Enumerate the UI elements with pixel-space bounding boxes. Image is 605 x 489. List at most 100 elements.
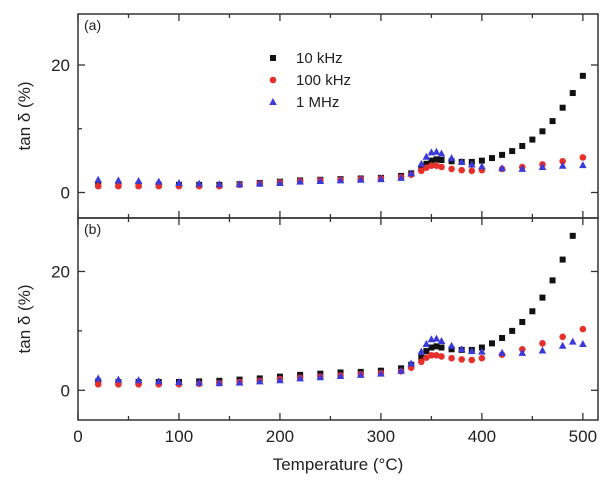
data-point (407, 359, 416, 367)
data-point (488, 340, 495, 347)
data-point (407, 169, 416, 177)
data-point (558, 341, 567, 349)
data-point (559, 256, 566, 263)
x-tick-label: 200 (266, 427, 294, 446)
data-point (478, 344, 485, 351)
data-point (518, 348, 527, 356)
data-point (569, 232, 576, 239)
panel-label: (b) (84, 221, 101, 237)
legend-marker (269, 98, 277, 105)
data-point (114, 176, 123, 184)
data-point (468, 356, 476, 364)
data-point (255, 377, 264, 385)
data-point (316, 373, 325, 381)
data-point (432, 147, 441, 155)
data-point (448, 346, 455, 353)
data-point (478, 162, 486, 170)
data-point (499, 335, 506, 342)
panel-b: 0 20 (b) tan δ (%) (15, 217, 599, 421)
data-point (438, 344, 445, 351)
x-tick-label: 100 (165, 427, 193, 446)
data-point (235, 180, 244, 188)
series-100-khz (94, 154, 587, 190)
data-point (433, 351, 440, 359)
series-10-khz (95, 232, 576, 385)
data-point (478, 157, 485, 164)
x-axis: 0 100 200 300 400 500 Temperature (°C) (73, 427, 597, 474)
data-point (417, 347, 426, 355)
data-point (549, 118, 556, 125)
data-point (94, 381, 102, 388)
data-point (433, 162, 440, 170)
x-tick-label: 0 (73, 427, 82, 446)
data-point (316, 177, 325, 185)
data-point (423, 354, 430, 361)
data-point (519, 318, 526, 325)
data-point (433, 156, 440, 163)
data-point (423, 160, 430, 167)
data-point (356, 370, 365, 378)
data-point (418, 167, 425, 175)
data-point (336, 176, 345, 184)
data-point (558, 161, 567, 169)
data-point (428, 351, 435, 359)
legend-label: 1 MHz (296, 94, 339, 111)
data-point (417, 159, 426, 167)
series-1-mhz (94, 147, 587, 188)
data-point (437, 336, 446, 344)
data-point (519, 142, 526, 149)
y-axis-title: tan δ (%) (15, 82, 34, 151)
series-1-mhz (94, 334, 587, 387)
data-point (94, 182, 102, 190)
data-point (559, 157, 566, 165)
y-axis-title: tan δ (%) (15, 285, 34, 354)
data-point (336, 372, 345, 380)
data-point (135, 182, 142, 190)
data-point (579, 325, 587, 333)
data-point (467, 160, 476, 168)
data-point (579, 161, 587, 169)
legend-marker (269, 76, 277, 84)
data-point (115, 182, 122, 190)
data-point (255, 179, 264, 187)
x-tick-label: 400 (468, 427, 496, 446)
data-point (539, 294, 546, 301)
data-point (457, 157, 466, 165)
data-point (94, 374, 102, 382)
data-point (498, 164, 506, 172)
data-point (438, 353, 445, 360)
data-point (468, 167, 476, 175)
data-point (195, 179, 203, 187)
data-point (215, 180, 224, 188)
y-tick-label: 0 (61, 381, 70, 400)
data-point (579, 339, 587, 347)
data-point (428, 162, 435, 170)
data-point (418, 354, 425, 361)
legend: 10 kHz 100 kHz 1 MHz (269, 50, 351, 111)
data-point (447, 341, 456, 349)
data-point (276, 178, 284, 186)
data-point (418, 358, 425, 366)
data-point (448, 158, 455, 165)
data-point (377, 369, 385, 377)
data-point (538, 163, 547, 170)
data-point (134, 177, 143, 185)
data-point (447, 154, 456, 162)
data-point (538, 346, 547, 354)
data-point (478, 347, 486, 355)
data-point (94, 175, 102, 183)
data-point (397, 366, 405, 374)
data-point (175, 178, 183, 186)
data-point (296, 374, 304, 382)
y-tick-label: 0 (61, 184, 70, 203)
data-point (422, 339, 431, 347)
data-point (539, 128, 546, 135)
legend-label: 100 kHz (296, 72, 351, 89)
data-point (579, 72, 586, 79)
data-point (438, 163, 445, 171)
data-point (559, 333, 566, 341)
data-point (467, 347, 476, 355)
data-point (428, 344, 435, 351)
data-point (579, 154, 587, 161)
